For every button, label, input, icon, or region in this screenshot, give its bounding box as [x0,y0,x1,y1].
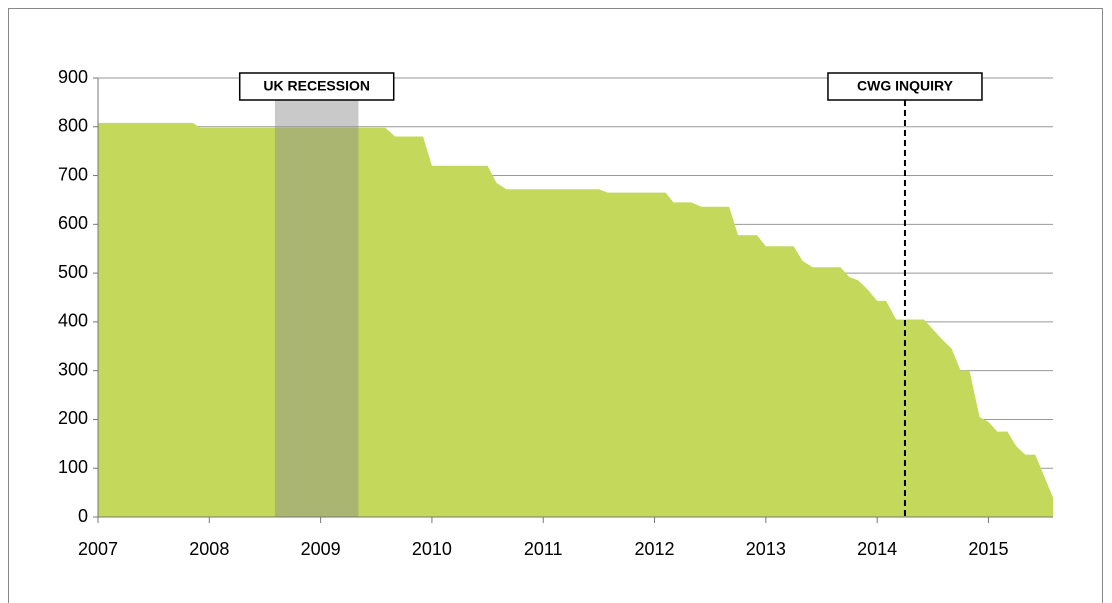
x-tick-label: 2015 [968,539,1008,559]
recession-band [274,100,359,517]
y-tick-label: 900 [58,67,88,87]
y-tick-label: 300 [58,359,88,379]
annotation-box [238,72,395,101]
annotation-label: CWG INQUIRY [857,78,954,94]
y-tick-label: 0 [78,506,88,526]
x-tick-label: 2011 [524,539,563,559]
y-tick-label: 100 [58,457,88,477]
x-tick-label: 2010 [412,539,452,559]
x-tick-label: 2007 [78,539,118,559]
y-tick-label: 800 [58,116,88,136]
y-tick-label: 200 [58,408,88,428]
x-tick-label: 2013 [746,539,786,559]
y-tick-label: 500 [58,262,88,282]
annotation-box [827,72,983,101]
x-tick-label: 2012 [635,539,675,559]
x-tick-label: 2008 [189,539,229,559]
x-tick-label: 2014 [857,539,897,559]
x-tick-label: 2009 [301,539,341,559]
y-tick-label: 600 [58,213,88,233]
chart-frame [8,8,1103,603]
area [98,122,1053,518]
annotation-label: UK RECESSION [263,78,370,94]
y-tick-label: 400 [58,311,88,331]
y-tick-label: 700 [58,164,88,184]
